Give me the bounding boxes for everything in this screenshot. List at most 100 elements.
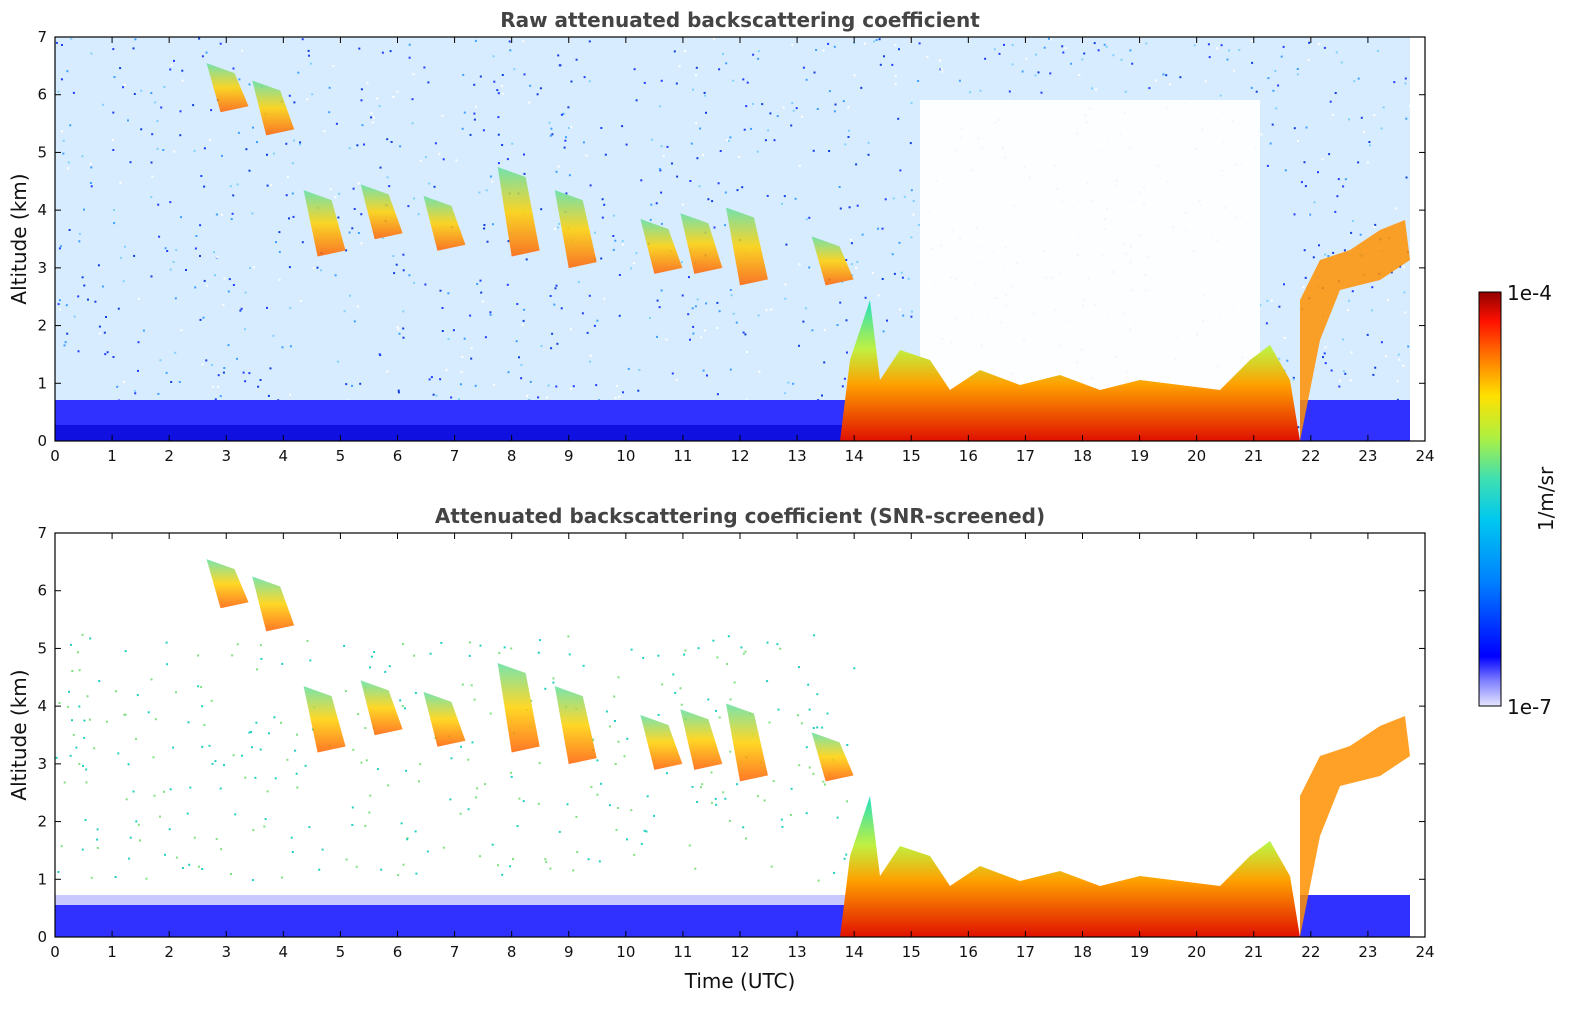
screened-speck	[139, 839, 141, 842]
noise-speck	[122, 380, 125, 383]
noise-speck	[370, 116, 373, 119]
noise-speck	[588, 80, 591, 83]
noise-speck	[398, 332, 401, 335]
x-tick-label: 22	[1301, 943, 1320, 961]
noise-speck	[496, 89, 499, 92]
screened-evening-layer	[1300, 716, 1410, 937]
noise-speck	[898, 48, 900, 51]
noise-speck	[1404, 77, 1407, 80]
screened-speck	[537, 802, 540, 805]
x-tick-label: 4	[279, 447, 289, 465]
noise-speck	[878, 38, 881, 41]
screened-speck	[145, 877, 148, 880]
screened-speck	[136, 694, 139, 697]
noise-speck	[248, 372, 251, 375]
noise-speck	[134, 389, 137, 392]
screened-speck	[250, 730, 252, 733]
noise-speck	[1165, 74, 1168, 77]
y-tick-label: 0	[37, 432, 47, 450]
screened-speck	[397, 874, 400, 877]
noise-speck	[776, 115, 779, 118]
screened-speck	[476, 787, 479, 790]
noise-speck	[707, 198, 710, 201]
noise-speck	[822, 49, 825, 52]
screened-speck	[115, 690, 118, 693]
screened-speck	[763, 799, 766, 802]
screened-speck	[736, 783, 739, 786]
screened-speck	[798, 764, 801, 767]
noise-speck	[1297, 140, 1299, 142]
noise-speck	[681, 203, 684, 206]
screened-speck	[694, 867, 697, 870]
screened-speck	[776, 643, 779, 646]
x-tick-label: 3	[221, 447, 231, 465]
noise-speck	[278, 231, 281, 234]
noise-speck	[816, 108, 819, 110]
noise-speck	[511, 142, 514, 145]
noise-speck	[237, 131, 240, 134]
noise-speck	[1155, 79, 1158, 82]
noise-speck	[633, 68, 636, 71]
screened-speck	[387, 784, 390, 787]
colorbar-min-label: 1e-7	[1507, 695, 1552, 719]
noise-speck	[483, 224, 486, 226]
noise-speck	[812, 149, 815, 152]
screened-speck	[351, 824, 354, 826]
noise-speck	[111, 138, 114, 141]
screened-speck	[450, 757, 453, 760]
noise-speck	[1380, 341, 1383, 344]
noise-speck	[725, 62, 728, 65]
noise-speck	[1349, 379, 1352, 382]
elevated-streak	[726, 207, 768, 286]
noise-speck	[55, 41, 58, 44]
noise-speck	[1284, 169, 1287, 172]
noise-speck	[581, 312, 584, 315]
noise-speck	[67, 167, 70, 170]
noise-speck	[1366, 161, 1369, 164]
noise-speck	[764, 139, 767, 142]
noise-speck	[266, 184, 269, 187]
noise-speck	[78, 240, 81, 243]
noise-speck	[172, 261, 175, 263]
noise-speck	[320, 269, 322, 272]
noise-speck	[361, 124, 364, 127]
screened-speck	[152, 756, 155, 759]
noise-speck	[1396, 380, 1399, 383]
noise-speck	[902, 314, 905, 317]
noise-speck	[221, 154, 223, 157]
screened-speck	[309, 659, 312, 662]
screened-speck	[419, 763, 422, 766]
noise-speck	[879, 63, 882, 66]
screened-speck	[544, 687, 547, 690]
noise-speck	[1353, 80, 1356, 83]
noise-speck	[299, 143, 302, 146]
screened-speck	[812, 727, 815, 729]
noise-speck	[716, 327, 719, 329]
x-tick-label: 14	[845, 447, 864, 465]
noise-speck	[1124, 90, 1127, 93]
noise-speck	[1374, 223, 1377, 226]
noise-speck	[432, 393, 435, 396]
screened-speck	[132, 790, 135, 793]
noise-speck	[501, 144, 504, 146]
noise-speck	[1097, 49, 1100, 52]
screened-speck	[715, 709, 717, 712]
noise-speck	[89, 182, 92, 184]
noise-speck	[612, 214, 615, 217]
noise-speck	[742, 331, 745, 334]
noise-speck	[285, 194, 288, 197]
y-tick-label: 5	[37, 143, 47, 161]
noise-speck	[1329, 100, 1332, 103]
screened-speck	[642, 656, 645, 659]
noise-speck	[469, 314, 472, 317]
noise-speck	[479, 279, 482, 282]
noise-speck	[823, 361, 826, 364]
noise-speck	[1396, 398, 1399, 401]
noise-speck	[1283, 369, 1286, 372]
screened-speck	[537, 651, 540, 654]
noise-speck	[1372, 373, 1375, 376]
noise-speck	[570, 387, 573, 390]
x-axis-label: Time (UTC)	[684, 969, 796, 993]
x-tick-label: 8	[507, 447, 517, 465]
noise-speck	[1226, 58, 1229, 61]
